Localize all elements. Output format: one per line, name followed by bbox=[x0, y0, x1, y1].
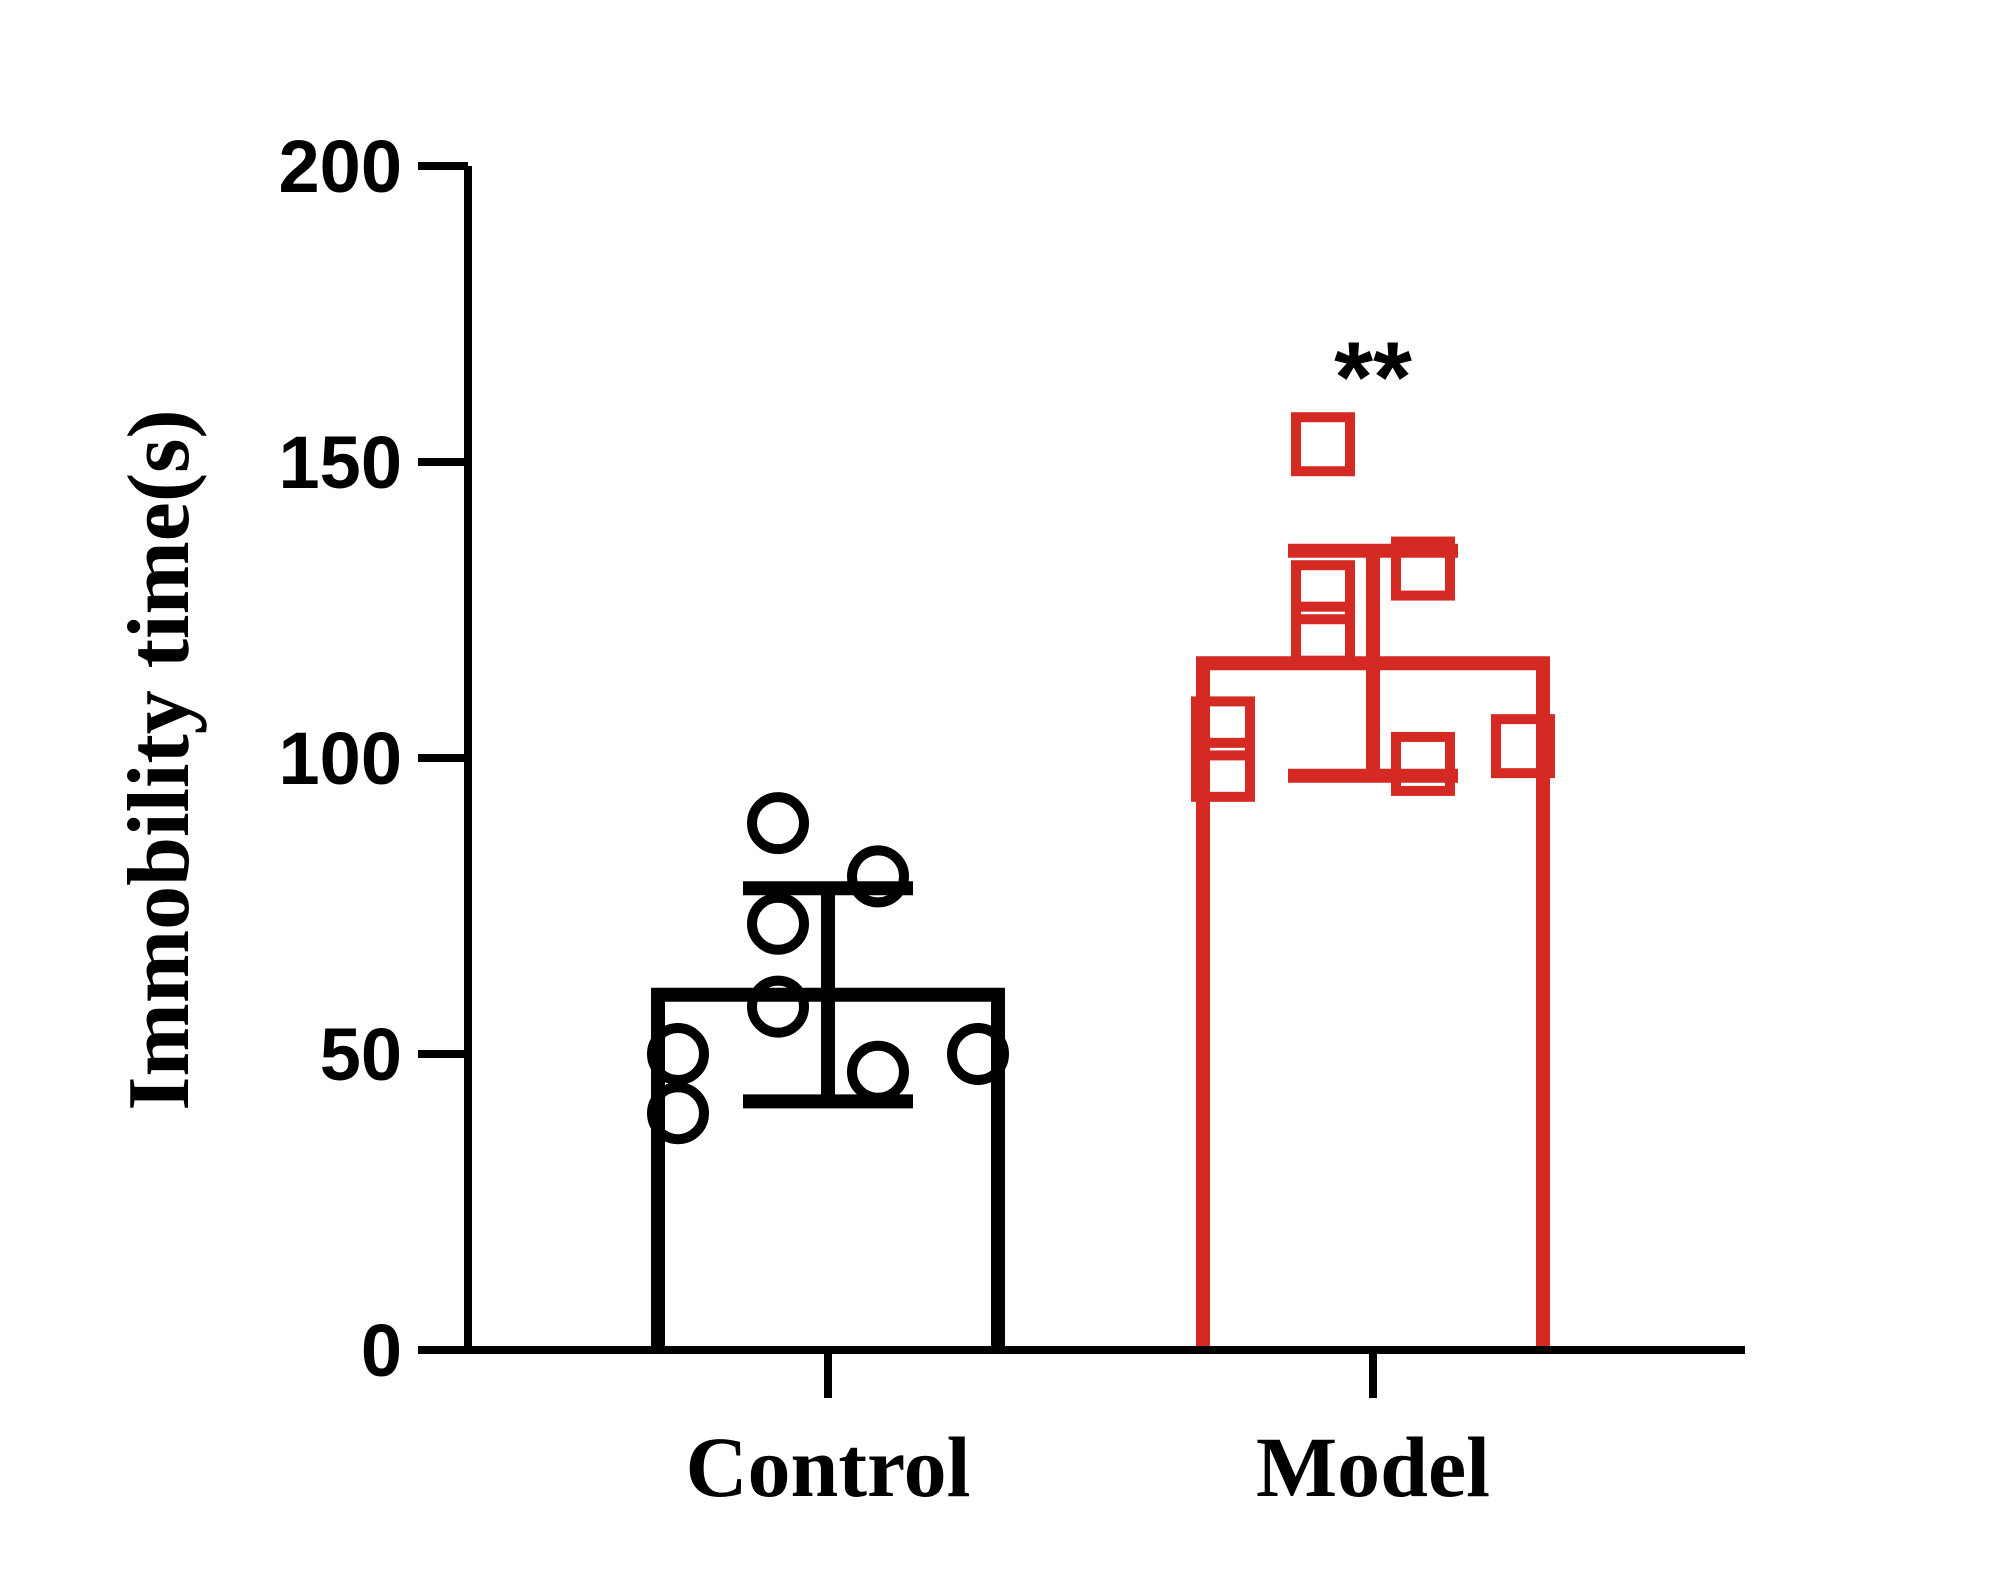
data-point bbox=[647, 1082, 709, 1145]
data-point bbox=[1391, 536, 1455, 601]
y-tick-label: 50 bbox=[320, 1013, 402, 1096]
data-point bbox=[1291, 601, 1355, 666]
y-axis-ticks: 0 50 100 150 200 bbox=[279, 125, 468, 1392]
data-point bbox=[847, 845, 909, 908]
y-tick-label: 150 bbox=[279, 421, 402, 504]
data-point bbox=[947, 1023, 1009, 1085]
data-point bbox=[1191, 737, 1255, 802]
chart-marks: ** bbox=[647, 321, 1555, 1350]
data-point bbox=[1191, 696, 1255, 761]
data-point bbox=[1291, 412, 1355, 477]
data-point bbox=[747, 792, 809, 855]
y-tick-label: 100 bbox=[279, 717, 402, 800]
data-point bbox=[747, 892, 809, 955]
y-tick-label: 0 bbox=[361, 1309, 402, 1392]
data-point bbox=[1291, 560, 1355, 625]
data-point bbox=[1491, 714, 1555, 779]
data-point bbox=[847, 1040, 909, 1103]
significance-annotation: ** bbox=[1334, 321, 1412, 433]
y-tick-label: 200 bbox=[279, 125, 402, 208]
data-point bbox=[1391, 731, 1455, 796]
x-axis-categories: Control Model bbox=[685, 1350, 1490, 1515]
x-category-label: Control bbox=[685, 1419, 970, 1515]
x-category-label: Model bbox=[1256, 1419, 1490, 1515]
y-axis-title: Immobility time(s) bbox=[111, 409, 208, 1110]
data-point bbox=[647, 1023, 709, 1085]
data-point bbox=[747, 975, 809, 1038]
